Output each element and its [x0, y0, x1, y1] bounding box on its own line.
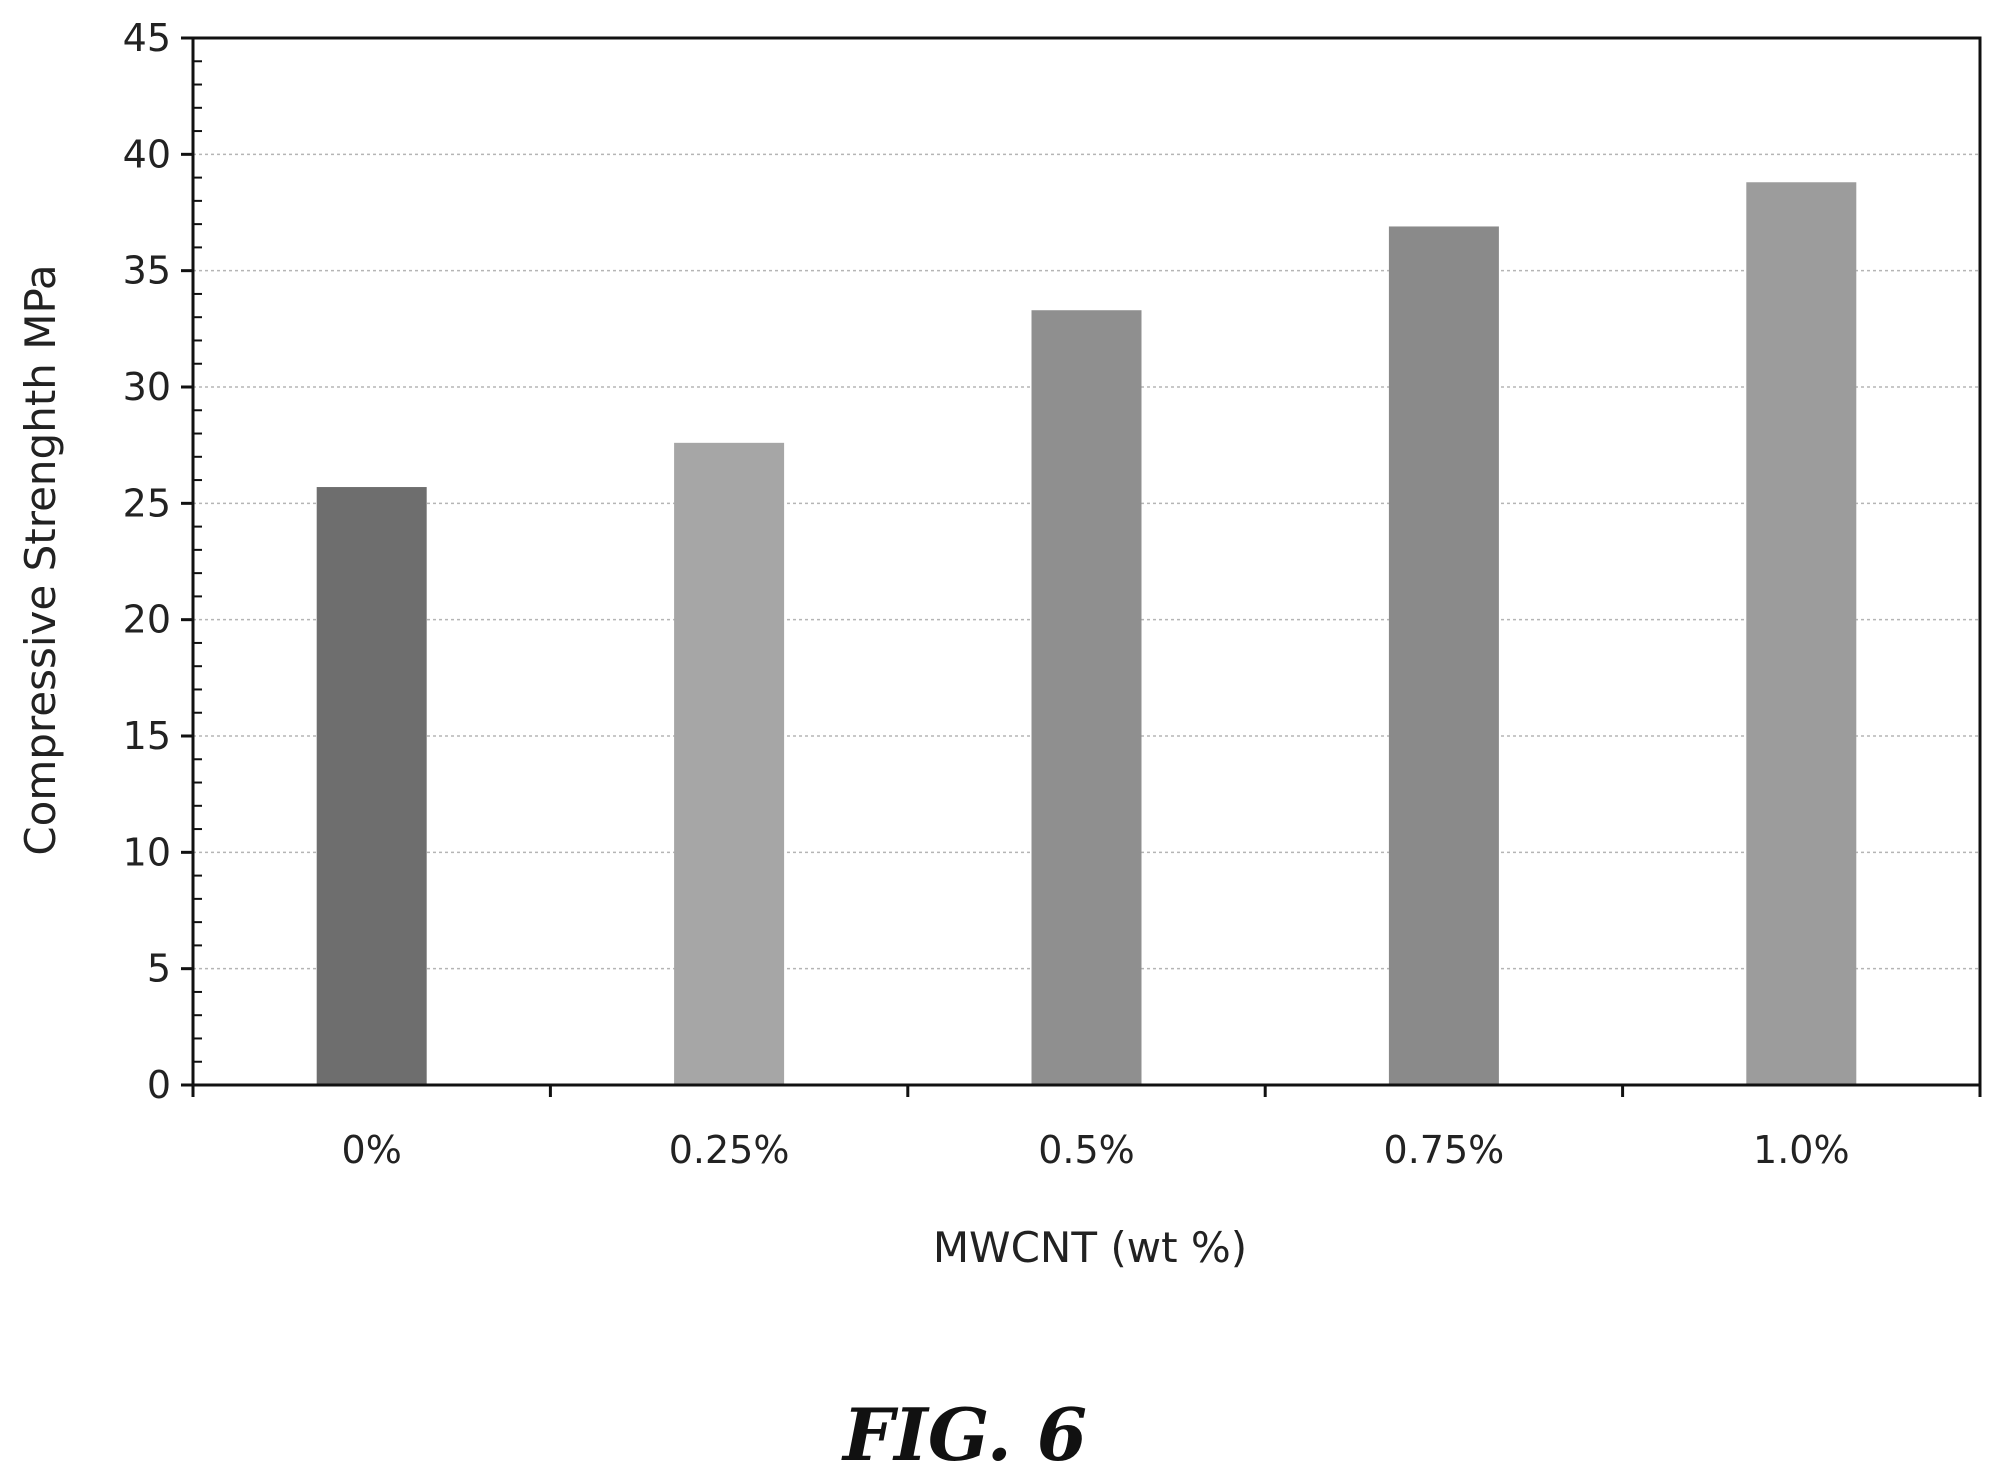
plot-frame — [191, 36, 1982, 1087]
axes — [191, 36, 1982, 1087]
x-tick-label: 1.0% — [1753, 1128, 1850, 1172]
bar — [1388, 226, 1499, 1085]
y-tick-label: 20 — [123, 598, 171, 642]
y-tick-label: 0 — [147, 1063, 171, 1107]
x-tick-label: 0% — [342, 1128, 402, 1172]
y-tick-label: 45 — [123, 16, 171, 60]
bar — [1031, 310, 1142, 1086]
bars — [316, 182, 1857, 1086]
y-tick-label: 30 — [123, 365, 171, 409]
x-tick-label: 0.75% — [1384, 1128, 1505, 1172]
x-axis-ticks: 0% 0.25% 0.5% 0.75% 1.0% — [191, 1085, 1982, 1172]
y-axis-title: Compressive Strenghth MPa — [16, 264, 65, 855]
y-tick-label: 10 — [123, 830, 171, 874]
bar — [674, 442, 785, 1086]
y-axis-ticks: 0 5 10 15 20 25 30 35 40 45 — [123, 16, 202, 1107]
x-axis-title: MWCNT (wt %) — [933, 1223, 1247, 1272]
x-tick-label: 0.5% — [1038, 1128, 1135, 1172]
y-tick-label: 15 — [123, 714, 171, 758]
y-tick-label: 5 — [147, 947, 171, 991]
figure-caption: FIG. 6 — [841, 1392, 1087, 1477]
bar — [316, 487, 427, 1086]
bar — [1746, 182, 1857, 1086]
x-tick-label: 0.25% — [669, 1128, 790, 1172]
y-tick-label: 40 — [123, 132, 171, 176]
y-tick-label: 25 — [123, 481, 171, 525]
y-tick-label: 35 — [123, 249, 171, 293]
